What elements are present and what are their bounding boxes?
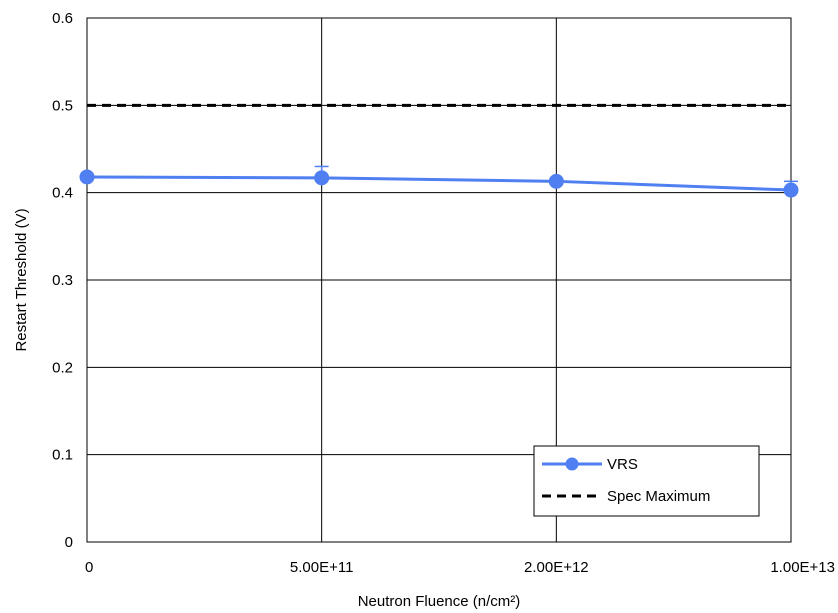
y-tick-label: 0.4: [52, 185, 73, 202]
series-layer: [79, 103, 799, 198]
x-tick-label: 1.00E+13: [770, 559, 835, 576]
vrs-data-point: [548, 173, 564, 189]
y-tick-label: 0.5: [52, 97, 73, 114]
y-tick-label: 0.2: [52, 359, 73, 376]
y-tick-label: 0.1: [52, 447, 73, 464]
y-tick-label: 0.6: [52, 10, 73, 27]
y-tick-labels: 0 0.1 0.2 0.3 0.4 0.5 0.6: [52, 10, 73, 551]
x-tick-label: 0: [85, 559, 93, 576]
x-axis-title: Neutron Fluence (n/cm²): [358, 593, 521, 610]
y-tick-label: 0: [65, 534, 73, 551]
legend: VRS Spec Maximum: [533, 445, 760, 517]
vrs-data-point: [783, 182, 799, 198]
series-line-vrs: [86, 175, 792, 192]
x-tick-label: 2.00E+12: [524, 559, 589, 576]
vrs-data-point: [79, 169, 95, 185]
x-tick-label: 5.00E+11: [290, 559, 354, 576]
y-tick-label: 0.3: [52, 272, 73, 289]
legend-box: [533, 445, 760, 517]
x-tick-labels: 0 5.00E+11 2.00E+12 1.00E+13: [85, 559, 835, 576]
legend-marker-vrs: [565, 457, 579, 471]
legend-label-spec-maximum: Spec Maximum: [607, 488, 710, 505]
y-axis-title: Restart Threshold (V): [13, 208, 30, 351]
legend-label-vrs: VRS: [607, 456, 638, 473]
vrs-data-point: [314, 170, 330, 186]
